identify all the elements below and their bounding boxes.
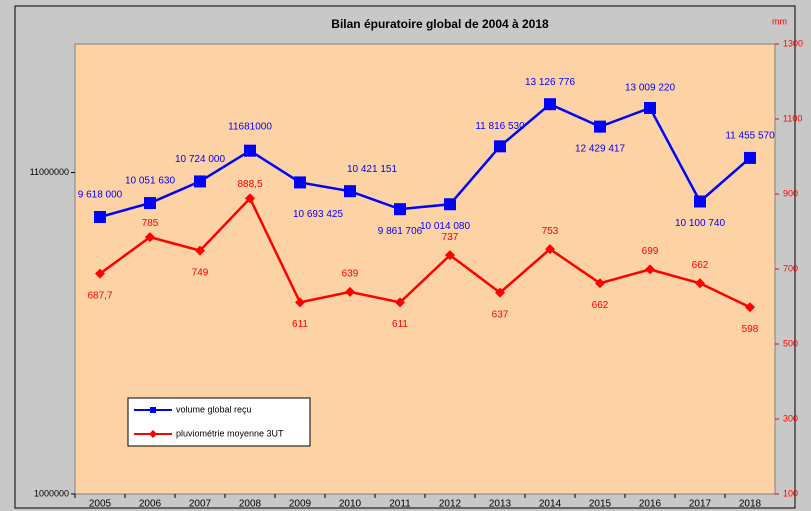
data-label: 598 xyxy=(742,324,759,335)
data-label: 13 126 776 xyxy=(525,77,575,88)
marker xyxy=(595,278,605,289)
marker xyxy=(295,297,305,308)
legend-label: pluviométrie moyenne 3UT xyxy=(176,428,284,438)
x-tick-label: 2018 xyxy=(739,499,762,510)
x-tick-label: 2008 xyxy=(239,499,262,510)
data-label: 699 xyxy=(642,246,659,257)
data-label: 888,5 xyxy=(237,179,262,190)
x-tick-label: 2014 xyxy=(539,499,562,510)
data-label: 785 xyxy=(142,218,159,229)
marker xyxy=(294,176,306,189)
data-label: 10 724 000 xyxy=(175,154,225,165)
data-label: 611 xyxy=(392,319,408,330)
x-tick-label: 2005 xyxy=(89,499,112,510)
data-label: 749 xyxy=(192,267,209,278)
marker xyxy=(495,287,505,298)
data-label: 10 421 151 xyxy=(347,164,397,175)
legend-box xyxy=(127,397,311,447)
x-tick-label: 2016 xyxy=(639,499,662,510)
x-tick-label: 2015 xyxy=(589,499,612,510)
y2-tick-label: 900 xyxy=(783,188,798,198)
data-label: 10 100 740 xyxy=(675,218,725,229)
series-line xyxy=(99,102,751,219)
marker xyxy=(645,264,655,275)
marker xyxy=(445,250,455,261)
marker xyxy=(544,98,556,111)
x-tick-label: 2013 xyxy=(489,499,512,510)
data-label: 10 014 080 xyxy=(420,221,470,232)
data-label: 662 xyxy=(592,300,609,311)
x-tick-label: 2011 xyxy=(389,499,411,510)
x-tick-label: 2012 xyxy=(439,499,462,510)
marker xyxy=(394,203,406,216)
data-label: 737 xyxy=(442,232,459,243)
marker xyxy=(94,210,106,223)
marker xyxy=(194,175,206,188)
x-tick-label: 2010 xyxy=(339,499,362,510)
data-label: 687,7 xyxy=(87,290,112,301)
y2-tick-label: 1100 xyxy=(783,113,802,123)
marker xyxy=(744,151,756,164)
marker xyxy=(694,195,706,208)
marker xyxy=(95,268,105,279)
marker xyxy=(444,198,456,211)
data-label: 637 xyxy=(492,309,509,320)
data-label: 11 816 530 xyxy=(475,121,525,132)
y-tick-label: 1000000 xyxy=(34,488,69,498)
marker xyxy=(644,101,656,114)
data-label: 753 xyxy=(542,226,559,237)
marker xyxy=(195,245,205,256)
legend-marker xyxy=(149,430,157,438)
data-label: 11681000 xyxy=(228,121,272,132)
data-label: 10 693 425 xyxy=(293,209,343,220)
marker xyxy=(245,193,255,204)
y2-unit: mm xyxy=(772,16,787,26)
marker xyxy=(144,197,156,210)
marker xyxy=(145,232,155,243)
series-line xyxy=(99,196,751,309)
marker xyxy=(494,140,506,153)
x-tick-label: 2007 xyxy=(189,499,212,510)
data-label: 639 xyxy=(342,269,359,280)
legend-marker xyxy=(150,407,156,413)
x-tick-label: 2017 xyxy=(689,499,712,510)
y2-tick-label: 300 xyxy=(783,413,798,423)
y2-tick-label: 1300 xyxy=(783,38,803,48)
data-label: 9 861 706 xyxy=(378,226,423,237)
data-label: 12 429 417 xyxy=(575,143,625,154)
x-tick-label: 2009 xyxy=(289,499,312,510)
x-tick-label: 2006 xyxy=(139,499,162,510)
marker xyxy=(745,302,755,313)
y-tick-label: 11000000 xyxy=(30,167,69,177)
y2-tick-label: 500 xyxy=(783,338,798,348)
y2-tick-label: 700 xyxy=(783,263,798,273)
data-label: 611 xyxy=(292,319,308,330)
marker xyxy=(344,185,356,198)
data-label: 662 xyxy=(692,260,709,271)
marker xyxy=(345,286,355,297)
marker xyxy=(695,278,705,289)
chart-title: Bilan épuratoire global de 2004 à 2018 xyxy=(331,17,549,31)
legend-label: volume global reçu xyxy=(176,404,252,414)
data-label: 13 009 220 xyxy=(625,83,675,94)
marker xyxy=(395,297,405,308)
marker xyxy=(244,144,256,157)
data-label: 9 618 000 xyxy=(78,190,123,201)
data-label: 10 051 630 xyxy=(125,176,175,187)
y2-tick-label: 100 xyxy=(783,488,798,498)
data-label: 11 455 570 xyxy=(725,131,775,142)
marker xyxy=(594,120,606,133)
marker xyxy=(545,244,555,255)
